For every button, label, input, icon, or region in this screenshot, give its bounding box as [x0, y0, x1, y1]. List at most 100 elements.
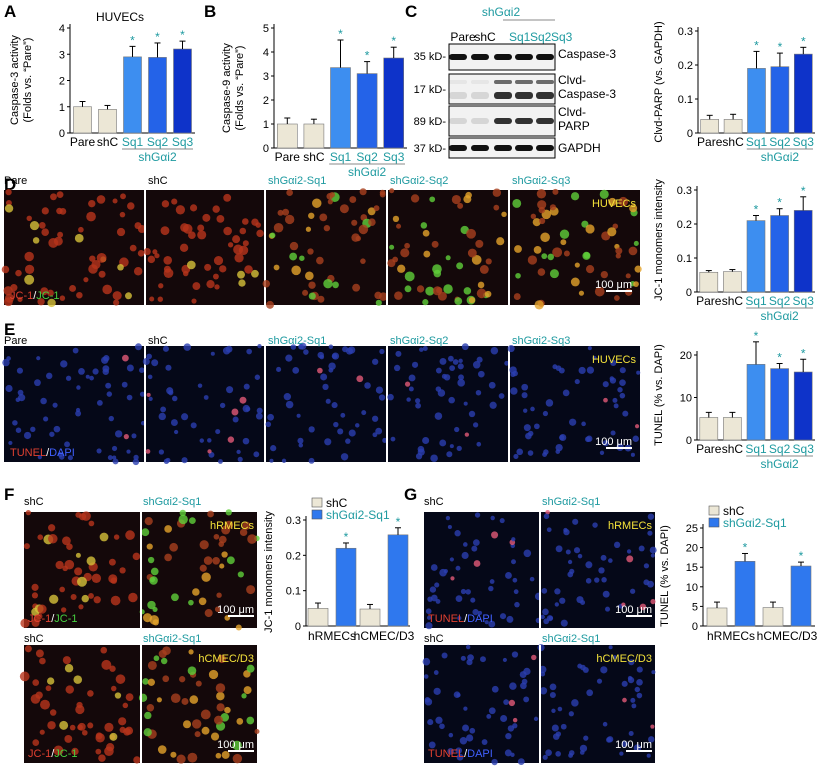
- cell-spot: [246, 585, 256, 595]
- legend-swatch: [708, 517, 720, 528]
- cell-spot: [45, 372, 53, 380]
- cell-spot: [124, 726, 134, 735]
- cell-spot: [163, 265, 171, 273]
- cell-spot: [453, 691, 461, 698]
- cell-spot: [69, 285, 77, 292]
- bar: [307, 608, 329, 627]
- y-tick-label: 0: [687, 128, 693, 140]
- cell-spot: [505, 732, 512, 740]
- cell-spot: [489, 401, 497, 409]
- cell-spot: [233, 244, 244, 255]
- cell-spot: [37, 604, 47, 614]
- cell-spot: [422, 657, 431, 666]
- cell-spot: [449, 557, 454, 562]
- cell-spot: [545, 399, 554, 407]
- cell-spot: [108, 558, 116, 566]
- cell-spot: [560, 239, 567, 246]
- cell-spot: [569, 568, 575, 575]
- cell-spot: [199, 540, 209, 550]
- cell-spot: [457, 616, 462, 621]
- cell-spot: [463, 401, 468, 406]
- cell-spot: [149, 576, 156, 583]
- significance-star: *: [338, 27, 343, 41]
- cell-spot: [473, 560, 481, 567]
- stain-label: JC-1/JC-1: [28, 613, 78, 625]
- blot-band: [449, 118, 467, 124]
- significance-star: *: [777, 351, 782, 365]
- cell-spot: [129, 244, 137, 252]
- cell-spot: [528, 430, 534, 437]
- cell-spot: [602, 440, 609, 447]
- cell-spot: [223, 226, 232, 236]
- cell-spot: [612, 223, 619, 229]
- cell-spot: [216, 592, 222, 598]
- cell-spot: [266, 300, 274, 309]
- cell-spot: [96, 195, 106, 204]
- cell-spot: [158, 283, 164, 289]
- cell-spot: [201, 572, 211, 582]
- cell-spot: [592, 522, 598, 528]
- cell-spot: [157, 745, 167, 754]
- cell-spot: [355, 235, 362, 242]
- cell-spot: [396, 223, 402, 229]
- cell-spot: [319, 213, 328, 222]
- cell-spot: [142, 357, 150, 366]
- cell-spot: [612, 397, 618, 403]
- cell-spot: [523, 549, 532, 558]
- stain-label-part: /: [464, 613, 468, 625]
- cell-spot: [64, 441, 71, 448]
- cell-spot: [429, 586, 437, 593]
- cell-spot: [579, 744, 588, 753]
- chart-title: HUVECs: [96, 10, 144, 24]
- cell-spot: [237, 456, 243, 462]
- x-tick-label: Sq1: [330, 150, 352, 164]
- cell-spot: [532, 218, 541, 227]
- cell-spot: [180, 223, 189, 232]
- cell-spot: [23, 543, 30, 550]
- cell-spot: [316, 256, 324, 265]
- y-tick-label: 0.1: [678, 94, 693, 106]
- cell-spot: [225, 509, 232, 516]
- cell-spot: [171, 198, 178, 205]
- cell-spot: [50, 193, 57, 201]
- blot-band: [536, 145, 554, 151]
- cell-spot: [608, 558, 613, 563]
- cell-spot: [38, 222, 46, 229]
- cell-spot: [636, 678, 643, 686]
- cell-spot: [146, 704, 155, 712]
- x-tick-label: Sq2: [356, 150, 378, 164]
- cell-spot: [332, 281, 339, 289]
- cell-spot: [446, 451, 453, 458]
- cell-spot: [115, 674, 126, 684]
- cell-spot: [598, 567, 605, 574]
- cell-spot: [92, 368, 99, 375]
- cell-spot: [217, 654, 226, 664]
- cell-spot: [91, 573, 102, 583]
- cell-spot: [650, 724, 655, 729]
- cell-spot: [523, 408, 528, 413]
- y-tick-label: 10: [680, 393, 692, 405]
- x-tick-label: Pare: [70, 135, 96, 149]
- cell-spot: [499, 613, 507, 620]
- cell-spot: [147, 556, 155, 564]
- cell-spot: [64, 735, 73, 743]
- cell-spot: [227, 436, 235, 443]
- cell-spot: [619, 751, 624, 756]
- cell-spot: [628, 246, 638, 256]
- cell-spot: [247, 534, 257, 544]
- cell-spot: [643, 563, 650, 569]
- cell-spot: [145, 449, 151, 454]
- cell-spot: [40, 397, 47, 405]
- cell-spot: [325, 398, 331, 404]
- cell-spot: [603, 397, 608, 403]
- x-tick-label: Sq3: [172, 135, 194, 149]
- cell-spot: [87, 690, 94, 697]
- significance-star: *: [799, 549, 804, 563]
- cell-spot: [500, 714, 508, 723]
- cell-spot: [36, 356, 41, 361]
- cell-spot: [507, 345, 515, 353]
- cell-spot: [416, 285, 425, 293]
- cell-spot: [35, 691, 43, 699]
- cell-spot: [102, 284, 113, 295]
- blot-kd-marker: 17 kD-: [414, 84, 447, 96]
